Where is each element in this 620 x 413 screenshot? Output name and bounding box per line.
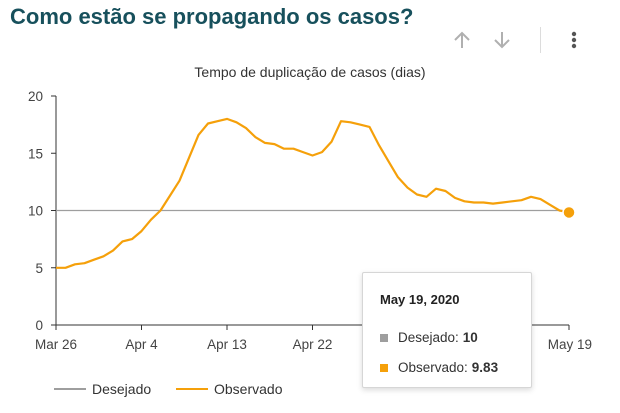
highlighted-point[interactable] — [562, 205, 576, 220]
page-title: Como estão se propagando os casos? — [10, 4, 414, 29]
arrow-up-icon — [454, 31, 470, 48]
legend-label-observed: Observado — [214, 381, 283, 397]
y-tick-label: 20 — [28, 89, 43, 104]
x-tick-label: Apr 22 — [293, 337, 333, 352]
legend-swatch-observed — [176, 388, 208, 390]
y-tick-label: 10 — [28, 204, 43, 219]
legend-label-desired: Desejado — [92, 381, 152, 397]
move-up-button[interactable] — [448, 26, 476, 54]
x-tick-label: Mar 26 — [35, 337, 77, 352]
y-tick-label: 0 — [35, 318, 43, 333]
chart-tooltip: May 19, 2020 Desejado: 10 Observado: 9.8… — [362, 272, 532, 388]
tooltip-swatch-observed — [380, 363, 388, 372]
y-axis: 0 5 10 15 20 — [28, 89, 57, 333]
tooltip-row-desired: Desejado: 10 — [380, 330, 478, 345]
y-tick-label: 15 — [28, 146, 43, 161]
x-tick-label: May 19 — [548, 337, 592, 352]
more-vertical-icon — [571, 31, 577, 49]
series-line-observed — [56, 117, 570, 269]
tooltip-desired-label: Desejado: — [398, 330, 459, 345]
x-tick-label: Apr 4 — [125, 337, 158, 352]
more-options-button[interactable] — [560, 26, 588, 54]
tooltip-observed-label: Observado: — [398, 360, 468, 375]
tooltip-observed-value: 9.83 — [471, 360, 499, 375]
move-down-button[interactable] — [488, 26, 516, 54]
legend-swatch-desired — [54, 388, 86, 390]
chart-lines — [56, 117, 576, 269]
legend-item-desired[interactable]: Desejado — [54, 381, 151, 397]
legend-item-observed[interactable]: Observado — [176, 381, 282, 397]
tooltip-row-observed: Observado: 9.83 — [380, 360, 498, 375]
arrow-down-icon — [494, 32, 510, 49]
tooltip-date: May 19, 2020 — [380, 292, 460, 307]
tooltip-swatch-desired — [380, 333, 388, 342]
tooltip-desired-value: 10 — [462, 330, 478, 345]
y-tick-label: 5 — [35, 261, 43, 276]
x-tick-label: Apr 13 — [207, 337, 247, 352]
chart-title: Tempo de duplicação de casos (dias) — [194, 64, 426, 80]
toolbar-divider — [540, 27, 541, 53]
